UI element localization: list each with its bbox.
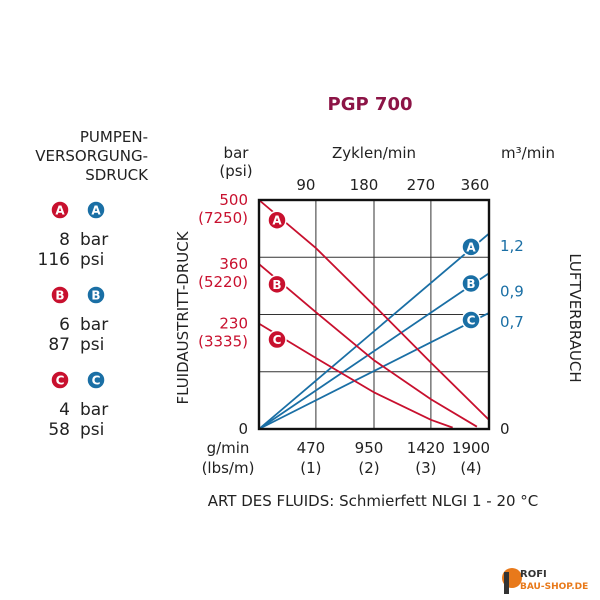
x-bottom-tick-sublabel: (1)	[300, 459, 321, 477]
logo-text-line1: ROFI	[520, 569, 547, 580]
air-badge-c-circle	[461, 310, 481, 330]
logo-mark-stem	[504, 572, 509, 594]
x-bottom-tick-label: 470	[297, 439, 326, 457]
pressure-series-line-c	[258, 322, 453, 429]
y-left-axis-title: FLUIDAUSTRITT-DRUCK	[174, 230, 192, 404]
legend-unit-bar: bar	[80, 315, 108, 335]
legend-unit-bar: bar	[80, 400, 108, 420]
legend-unit-psi: psi	[80, 250, 104, 270]
x-top-axis-title: Zyklen/min	[332, 144, 416, 162]
x-bottom-unit-gmin: g/min	[207, 439, 250, 457]
legend-badge-red-c-letter: C	[56, 374, 65, 388]
legend-badge-blue-c-letter: C	[92, 374, 101, 388]
legend-badge-blue-b-letter: B	[91, 289, 100, 303]
legend-badge-blue-a-letter: A	[91, 204, 101, 218]
legend-value-bar: 8	[59, 230, 70, 250]
pressure-badge-b-letter: B	[272, 278, 281, 292]
x-top-tick-label: 90	[296, 176, 315, 194]
legend-unit-bar: bar	[80, 230, 108, 250]
y-left-tick-zero: 0	[238, 420, 248, 438]
x-bottom-tick-sublabel: (4)	[460, 459, 481, 477]
pressure-badge-c-circle	[267, 329, 287, 350]
legend-badge-blue-a-circle	[86, 200, 106, 220]
x-top-tick-label: 180	[350, 176, 379, 194]
legend-badge-red-b-letter: B	[55, 289, 64, 303]
pressure-badge-c-letter: C	[273, 333, 282, 347]
air-badge-a-circle	[461, 237, 481, 257]
x-top-tick-label: 360	[461, 176, 490, 194]
x-bottom-tick-sublabel: (2)	[358, 459, 379, 477]
legend-title-line: SDRUCK	[85, 166, 149, 184]
y-right-tick-label: 0,7	[500, 313, 524, 331]
y-left-unit-bar: bar	[224, 144, 250, 162]
legend-value-bar: 6	[59, 315, 70, 335]
pressure-series-line-a	[258, 199, 490, 421]
legend-badge-red-a-circle	[50, 200, 70, 220]
legend-badge-red-c-circle	[50, 370, 70, 390]
y-left-tick-label: 360	[219, 255, 248, 273]
y-left-tick-sublabel: (5220)	[198, 273, 248, 291]
y-left-tick-label: 230	[219, 315, 248, 333]
air-badge-c-letter: C	[467, 314, 476, 328]
x-bottom-unit-lbs: (lbs/m)	[202, 459, 255, 477]
legend-badge-blue-c-circle	[86, 370, 106, 390]
legend-value-psi: 87	[48, 335, 70, 355]
pressure-badge-a-letter: A	[272, 214, 282, 228]
legend-value-psi: 58	[48, 420, 70, 440]
x-bottom-tick-label: 1900	[452, 439, 490, 457]
air-series-line-b	[258, 272, 490, 430]
y-right-axis-title: LUFTVERBRAUCH	[566, 253, 584, 382]
y-left-tick-sublabel: (3335)	[198, 333, 248, 351]
y-right-tick-label: 1,2	[500, 237, 524, 255]
x-top-tick-label: 270	[407, 176, 436, 194]
legend-title-line: VERSORGUNG-	[35, 147, 148, 165]
air-badge-a-letter: A	[466, 240, 476, 254]
air-badge-b-letter: B	[466, 277, 475, 291]
legend-badge-red-b-circle	[50, 285, 70, 305]
x-bottom-tick-sublabel: (3)	[415, 459, 436, 477]
y-right-tick-label: 0	[500, 420, 510, 438]
y-right-unit: m³/min	[501, 144, 555, 162]
logo-text-line2: BAU-SHOP.DE	[520, 582, 588, 592]
y-left-tick-sublabel: (7250)	[198, 209, 248, 227]
y-left-unit-psi: (psi)	[219, 162, 252, 180]
y-right-tick-label: 0,9	[500, 283, 524, 301]
air-series-line-c	[258, 312, 490, 430]
legend-value-bar: 4	[59, 400, 70, 420]
legend-value-psi: 116	[38, 250, 70, 270]
footer-fluid-type: ART DES FLUIDS: Schmierfett NLGI 1 - 20 …	[208, 492, 539, 510]
legend-title-line: PUMPEN-	[80, 128, 148, 146]
x-bottom-tick-label: 950	[355, 439, 384, 457]
legend-unit-psi: psi	[80, 335, 104, 355]
pressure-series-line-b	[258, 263, 478, 428]
legend-unit-psi: psi	[80, 420, 104, 440]
legend-badge-blue-b-circle	[86, 285, 106, 305]
pressure-badge-a-circle	[267, 210, 287, 230]
x-bottom-tick-label: 1420	[407, 439, 445, 457]
air-series-line-a	[258, 232, 490, 430]
air-badge-b-circle	[461, 273, 481, 294]
chart-title: PGP 700	[328, 94, 413, 115]
y-left-tick-label: 500	[219, 191, 248, 209]
pressure-badge-b-circle	[267, 274, 287, 295]
plot-frame	[257, 198, 491, 431]
legend-badge-red-a-letter: A	[55, 204, 65, 218]
